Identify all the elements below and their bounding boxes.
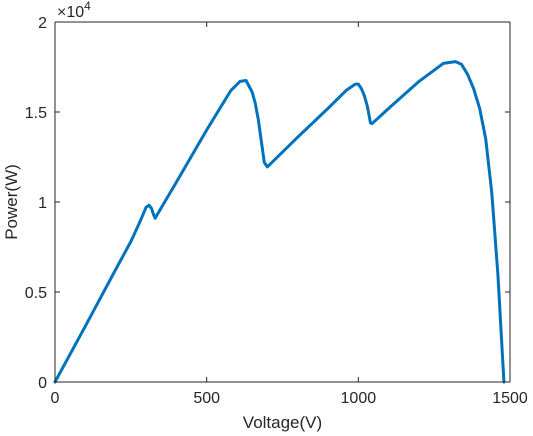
y-tick-label: 2 <box>38 15 47 32</box>
y-exponent-power: 4 <box>84 0 91 13</box>
x-tick-label: 0 <box>51 390 60 407</box>
x-axis-title: Voltage(V) <box>243 413 322 432</box>
data-series-group <box>53 60 506 384</box>
y-exponent-base: ×10 <box>57 4 84 21</box>
x-tick-label: 1500 <box>492 390 528 407</box>
y-tick-label: 1.5 <box>25 105 47 122</box>
x-tick-label: 500 <box>193 390 220 407</box>
y-tick-label: 0.5 <box>25 285 47 302</box>
y-tick-label: 1 <box>38 195 47 212</box>
y-exponent-label: ×104 <box>57 0 91 21</box>
plot-area <box>55 22 510 382</box>
plot-background <box>55 22 510 382</box>
y-axis-title: Power(W) <box>2 164 21 240</box>
labels-group: 0 500 1000 1500 0 0.5 1 1.5 2 ×104 Voltage(V) Power… <box>2 0 528 432</box>
series-line-1 <box>53 60 506 384</box>
axes-group <box>54 21 511 383</box>
y-tick-label: 0 <box>38 375 47 392</box>
x-tick-label: 1000 <box>341 390 377 407</box>
